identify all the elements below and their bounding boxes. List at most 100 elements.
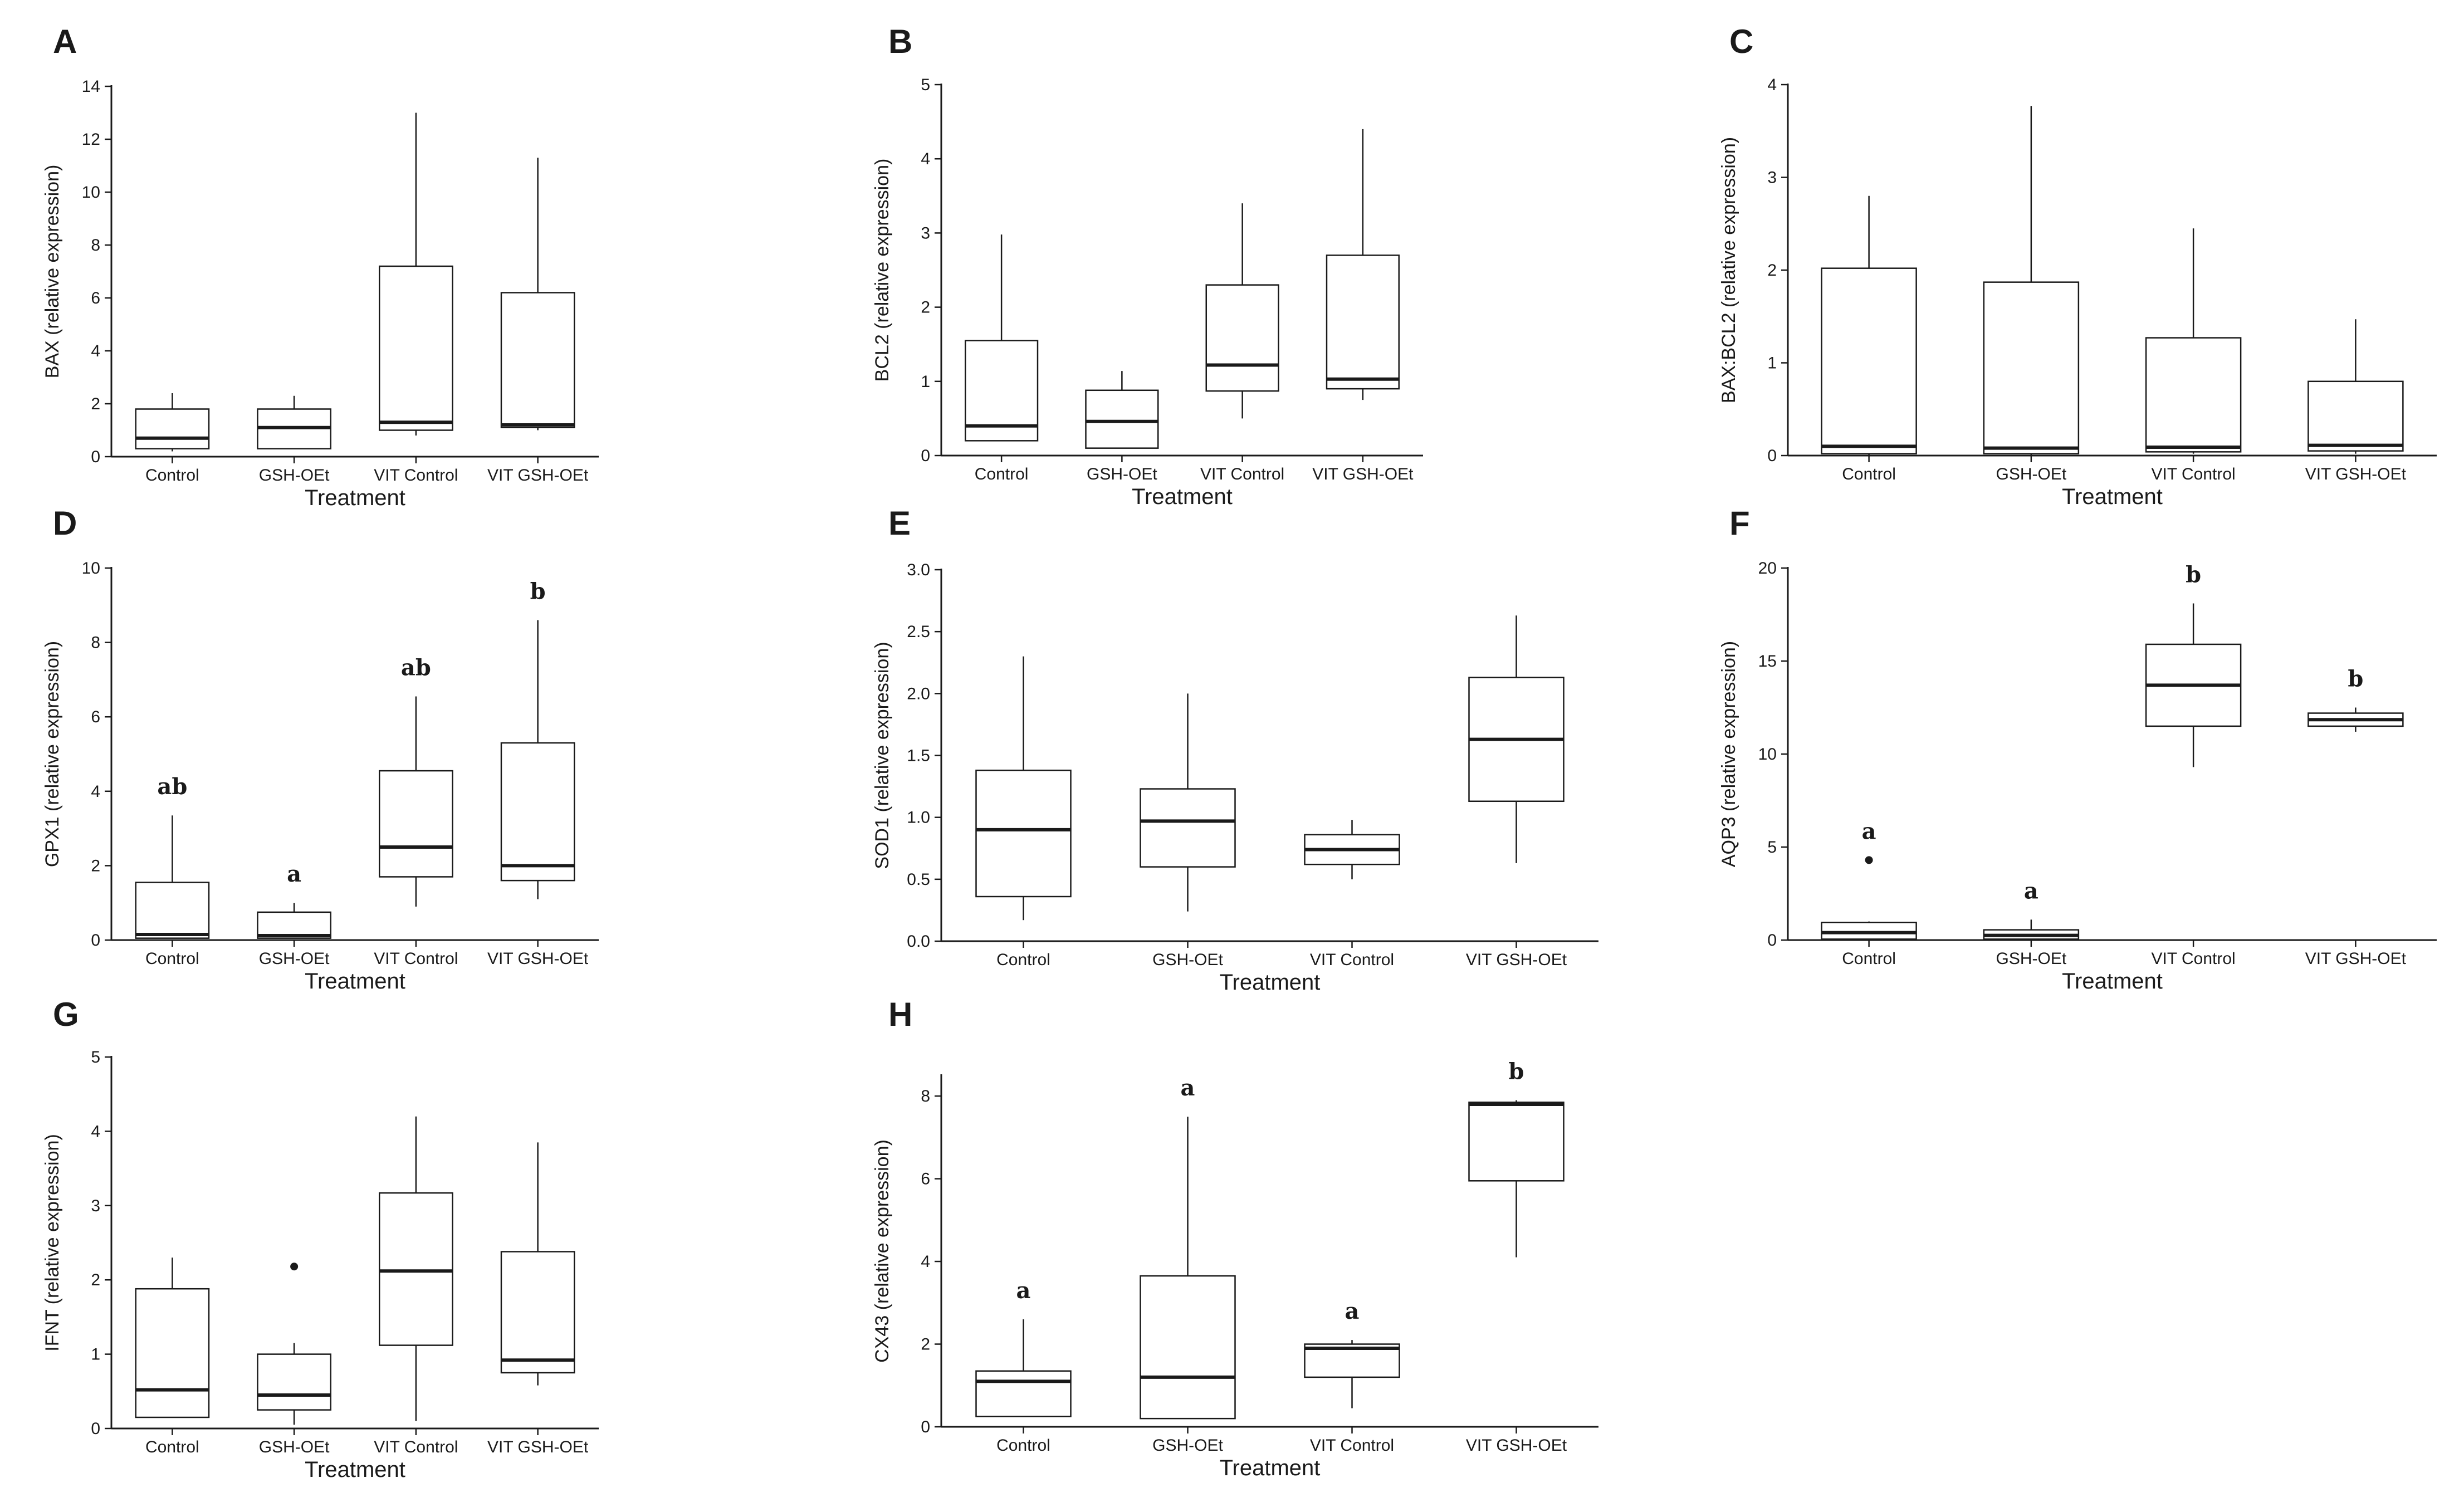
y-axis-title: BAX (relative expression) <box>42 165 63 379</box>
y-tick-label: 4 <box>91 342 100 360</box>
box-iqr <box>1140 1275 1236 1420</box>
x-axis-title: Treatment <box>1220 970 1321 995</box>
box-group: GSH-OEt a <box>1983 878 2080 968</box>
y-tick-label: 10 <box>1758 745 1777 764</box>
box-iqr <box>2307 380 2404 452</box>
box-group: VIT Control <box>1304 820 1400 969</box>
panel-F: F 0 5 10 15 20 AQP3 (relative expression) Treat… <box>1718 505 2437 994</box>
y-tick-label: 14 <box>82 77 100 96</box>
significance-letter: a <box>287 861 301 887</box>
box-iqr <box>135 408 210 449</box>
x-tick-label: VIT GSH-OEt <box>487 466 589 485</box>
box-iqr <box>2145 337 2242 453</box>
y-tick-label: 2 <box>1767 261 1777 280</box>
box-group: VIT Control <box>2145 228 2242 483</box>
outlier-point <box>1865 856 1873 864</box>
y-tick-label: 8 <box>91 634 100 652</box>
significance-letter: ab <box>401 654 431 681</box>
y-axis-title: BCL2 (relative expression) <box>872 159 893 382</box>
y-tick-label: 2.0 <box>907 684 930 703</box>
box-iqr <box>975 769 1072 898</box>
x-tick-label: VIT Control <box>2152 950 2236 968</box>
x-tick-label: Control <box>1842 465 1896 483</box>
x-axis-title: Treatment <box>2062 485 2163 509</box>
box-group: VIT GSH-OEt b <box>487 579 589 968</box>
x-tick-label: GSH-OEt <box>259 466 330 485</box>
y-tick-label: 8 <box>921 1087 930 1105</box>
y-tick-label: 4 <box>921 150 930 168</box>
y-axis-title: BAX:BCL2 (relative expression) <box>1718 137 1739 403</box>
panel-D: D 0 2 4 6 8 10 GPX1 (relative expression) Treatm… <box>42 505 599 994</box>
box-iqr <box>1468 1102 1565 1182</box>
significance-letter: a <box>1016 1278 1031 1304</box>
significance-letter: a <box>1862 818 1876 844</box>
x-tick-label: VIT GSH-OEt <box>2305 950 2407 968</box>
significance-letter: a <box>1345 1298 1360 1324</box>
y-tick-label: 0 <box>1767 447 1777 465</box>
x-tick-label: GSH-OEt <box>259 1438 330 1456</box>
box-group: VIT GSH-OEt <box>1466 615 1567 969</box>
x-tick-label: VIT Control <box>1310 1436 1394 1455</box>
y-tick-label: 3 <box>91 1197 100 1215</box>
box-iqr <box>1085 389 1159 449</box>
box-group: VIT GSH-OEt <box>487 1142 589 1456</box>
x-tick-label: VIT GSH-OEt <box>1466 1436 1567 1455</box>
x-axis-title: Treatment <box>1220 1456 1321 1480</box>
y-tick-label: 0 <box>91 448 100 466</box>
y-tick-label: 20 <box>1758 559 1777 578</box>
box-iqr <box>1205 284 1279 392</box>
significance-letter: b <box>1509 1059 1524 1085</box>
box-group: Control <box>965 234 1039 483</box>
y-tick-label: 0 <box>1767 931 1777 950</box>
y-tick-label: 0 <box>91 1420 100 1438</box>
box-group: VIT Control <box>374 1116 458 1456</box>
x-tick-label: VIT Control <box>374 1438 458 1456</box>
box-group: GSH-OEt <box>1140 693 1236 969</box>
panel-letter: E <box>888 505 911 542</box>
box-group: VIT GSH-OEt <box>487 158 589 485</box>
significance-letter: a <box>2024 878 2038 904</box>
panel-B: B 0 1 2 3 4 5 BCL2 (relative expression) Treatme… <box>872 23 1423 509</box>
x-tick-label: VIT Control <box>374 950 458 968</box>
outlier-point <box>290 1263 299 1271</box>
box-iqr <box>1821 922 1917 940</box>
y-tick-label: 4 <box>1767 76 1777 94</box>
panel-G: G 0 1 2 3 4 5 IFNT (relative expression) Treatme… <box>42 996 599 1482</box>
x-tick-label: VIT GSH-OEt <box>1312 465 1414 483</box>
significance-letter: b <box>2348 666 2363 692</box>
x-axis-title: Treatment <box>305 1457 405 1482</box>
x-tick-label: Control <box>145 950 199 968</box>
x-tick-label: VIT GSH-OEt <box>487 1438 589 1456</box>
y-tick-label: 2 <box>921 1335 930 1354</box>
significance-letter: b <box>530 579 546 605</box>
box-iqr <box>965 340 1039 442</box>
panel-letter: A <box>53 23 77 60</box>
x-tick-label: VIT GSH-OEt <box>1466 951 1567 969</box>
x-axis-title: Treatment <box>2062 969 2163 994</box>
x-tick-label: Control <box>975 465 1029 483</box>
y-tick-label: 5 <box>1767 838 1777 857</box>
y-axis-title: GPX1 (relative expression) <box>42 641 63 867</box>
panel-letter: C <box>1729 23 1753 60</box>
y-axis-title: SOD1 (relative expression) <box>872 642 893 869</box>
x-axis-title: Treatment <box>305 486 405 510</box>
box-group: Control <box>135 1258 210 1456</box>
box-iqr <box>135 882 210 939</box>
y-tick-label: 0 <box>921 1418 930 1436</box>
box-iqr <box>975 1370 1072 1417</box>
y-tick-label: 6 <box>921 1170 930 1188</box>
y-tick-label: 4 <box>91 782 100 801</box>
y-tick-label: 1 <box>1767 354 1777 373</box>
significance-letter: b <box>2186 561 2201 588</box>
x-tick-label: Control <box>1842 950 1896 968</box>
x-tick-label: VIT Control <box>374 466 458 485</box>
y-axis-title: AQP3 (relative expression) <box>1718 641 1739 867</box>
y-tick-label: 2 <box>91 395 100 413</box>
box-group: Control <box>975 656 1072 969</box>
y-tick-label: 1.0 <box>907 809 930 827</box>
x-tick-label: GSH-OEt <box>1087 465 1157 483</box>
y-tick-label: 3 <box>921 224 930 242</box>
x-tick-label: GSH-OEt <box>1996 465 2067 483</box>
box-iqr <box>500 292 575 428</box>
x-tick-label: VIT Control <box>1200 465 1284 483</box>
